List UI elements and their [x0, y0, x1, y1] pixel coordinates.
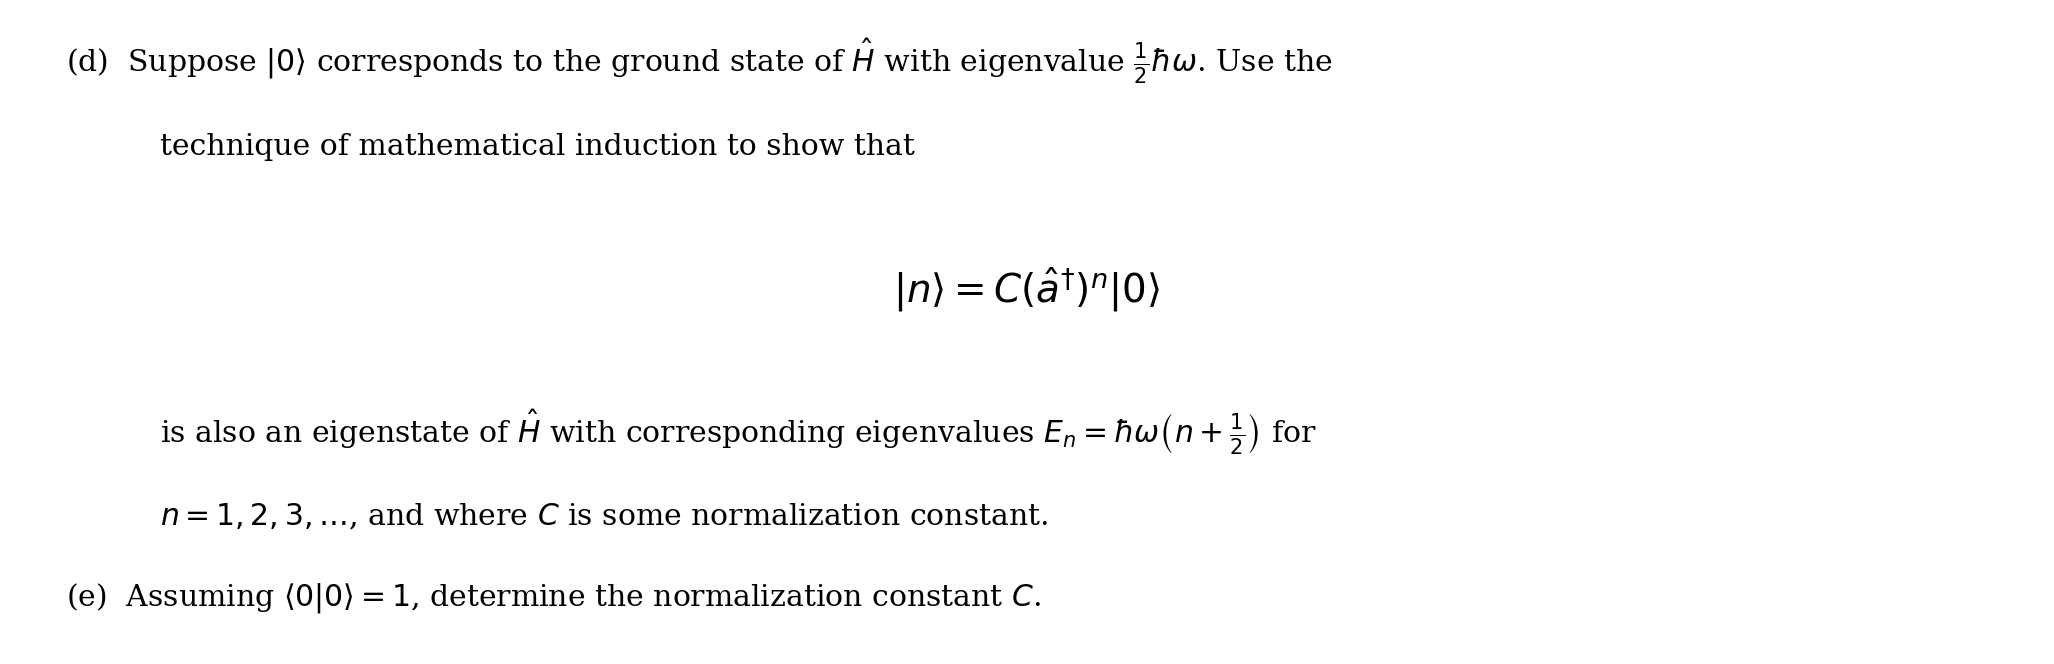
Text: (d)  Suppose $|0\rangle$ corresponds to the ground state of $\hat{H}$ with eigen: (d) Suppose $|0\rangle$ corresponds to t…: [66, 37, 1333, 86]
Text: is also an eigenstate of $\hat{H}$ with corresponding eigenvalues $E_n = \hbar\o: is also an eigenstate of $\hat{H}$ with …: [160, 408, 1317, 457]
Text: $n = 1, 2, 3, \ldots$, and where $C$ is some normalization constant.: $n = 1, 2, 3, \ldots$, and where $C$ is …: [160, 501, 1048, 531]
Text: $|n\rangle = C\left(\hat{a}^{\dagger}\right)^{n}|0\rangle$: $|n\rangle = C\left(\hat{a}^{\dagger}\ri…: [893, 266, 1161, 315]
Text: technique of mathematical induction to show that: technique of mathematical induction to s…: [160, 133, 914, 161]
Text: (e)  Assuming $\langle 0|0\rangle = 1$, determine the normalization constant $C$: (e) Assuming $\langle 0|0\rangle = 1$, d…: [66, 581, 1041, 615]
